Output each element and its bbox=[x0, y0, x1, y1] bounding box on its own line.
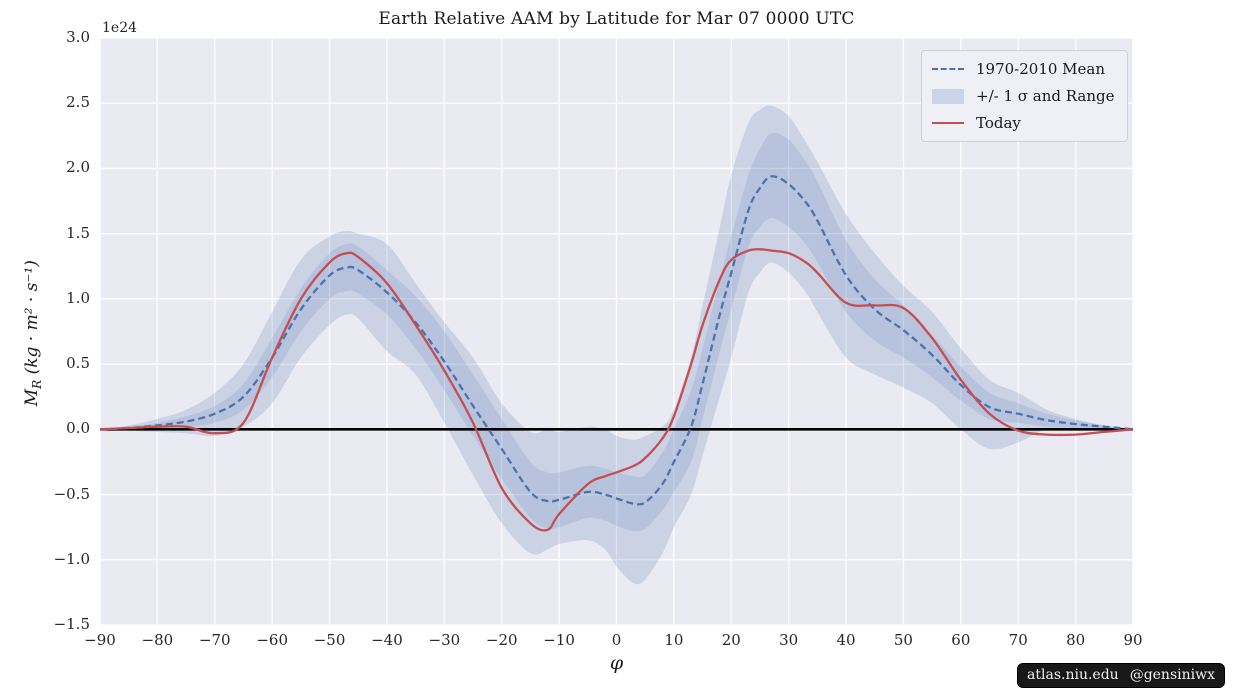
x-tick-label: −90 bbox=[84, 631, 116, 649]
y-axis-subscript: R bbox=[30, 379, 45, 389]
legend-label: +/- 1 σ and Range bbox=[976, 87, 1115, 105]
chart-title: Earth Relative AAM by Latitude for Mar 0… bbox=[378, 9, 855, 29]
x-tick-label: 50 bbox=[893, 631, 913, 649]
watermark-badge: atlas.niu.edu @gensiniwx bbox=[1017, 663, 1225, 688]
today-line bbox=[99, 248, 1134, 532]
y-tick-label: 1.0 bbox=[66, 288, 90, 307]
y-tick-label: 1.5 bbox=[66, 223, 90, 242]
x-tick-label: −40 bbox=[371, 631, 403, 649]
x-tick-label: 40 bbox=[836, 631, 856, 649]
x-tick-label: 90 bbox=[1123, 631, 1143, 649]
legend: 1970-2010 Mean +/- 1 σ and Range Today bbox=[921, 50, 1128, 142]
x-tick-label: 60 bbox=[951, 631, 971, 649]
x-tick-label: −70 bbox=[198, 631, 231, 649]
x-tick-label: −20 bbox=[485, 631, 518, 649]
mean-line bbox=[99, 175, 1134, 506]
y-tick-label: 0.0 bbox=[66, 419, 90, 438]
legend-label: 1970-2010 Mean bbox=[976, 60, 1106, 78]
gridlines bbox=[99, 37, 1134, 626]
x-tick-label: −10 bbox=[543, 631, 575, 649]
band-patch-swatch bbox=[932, 88, 964, 104]
x-tick-label: −80 bbox=[141, 631, 174, 649]
y-axis-label: MR (kg · m² · s⁻¹) bbox=[22, 153, 44, 513]
x-tick-label: 80 bbox=[1066, 631, 1086, 649]
x-axis-label: φ bbox=[609, 652, 624, 674]
y-tick-label: 0.5 bbox=[66, 354, 90, 373]
y-tick-label: −0.5 bbox=[53, 484, 90, 503]
y-axis-symbol: M bbox=[21, 388, 42, 407]
dashed-line-swatch bbox=[932, 68, 964, 70]
x-tick-label: −60 bbox=[256, 631, 288, 649]
watermark-handle: @gensiniwx bbox=[1129, 667, 1215, 683]
x-tick-label: 30 bbox=[779, 631, 799, 649]
x-tick-label: 20 bbox=[721, 631, 741, 649]
solid-line-swatch bbox=[932, 122, 964, 124]
band-range bbox=[100, 105, 1133, 585]
legend-item-today: Today bbox=[932, 113, 1117, 133]
y-tick-label: −1.5 bbox=[53, 615, 90, 633]
legend-label: Today bbox=[976, 114, 1021, 132]
x-tick-label: 0 bbox=[611, 631, 622, 649]
x-tick-label: −30 bbox=[428, 631, 461, 649]
x-tick-label: 10 bbox=[664, 631, 684, 649]
watermark-site: atlas.niu.edu bbox=[1027, 667, 1119, 683]
legend-item-mean: 1970-2010 Mean bbox=[932, 59, 1117, 79]
x-tick-label: −50 bbox=[313, 631, 346, 649]
y-tick-label: 3.0 bbox=[66, 28, 90, 46]
legend-item-sigma-range: +/- 1 σ and Range bbox=[932, 86, 1117, 106]
y-axis-units: (kg · m² · s⁻¹) bbox=[21, 260, 42, 380]
y-tick-label: 2.5 bbox=[66, 93, 90, 112]
x-tick-label: 70 bbox=[1008, 631, 1028, 649]
y-axis-offset-label: 1e24 bbox=[102, 20, 138, 36]
y-tick-label: −1.0 bbox=[53, 549, 90, 568]
y-tick-label: 2.0 bbox=[66, 158, 90, 177]
